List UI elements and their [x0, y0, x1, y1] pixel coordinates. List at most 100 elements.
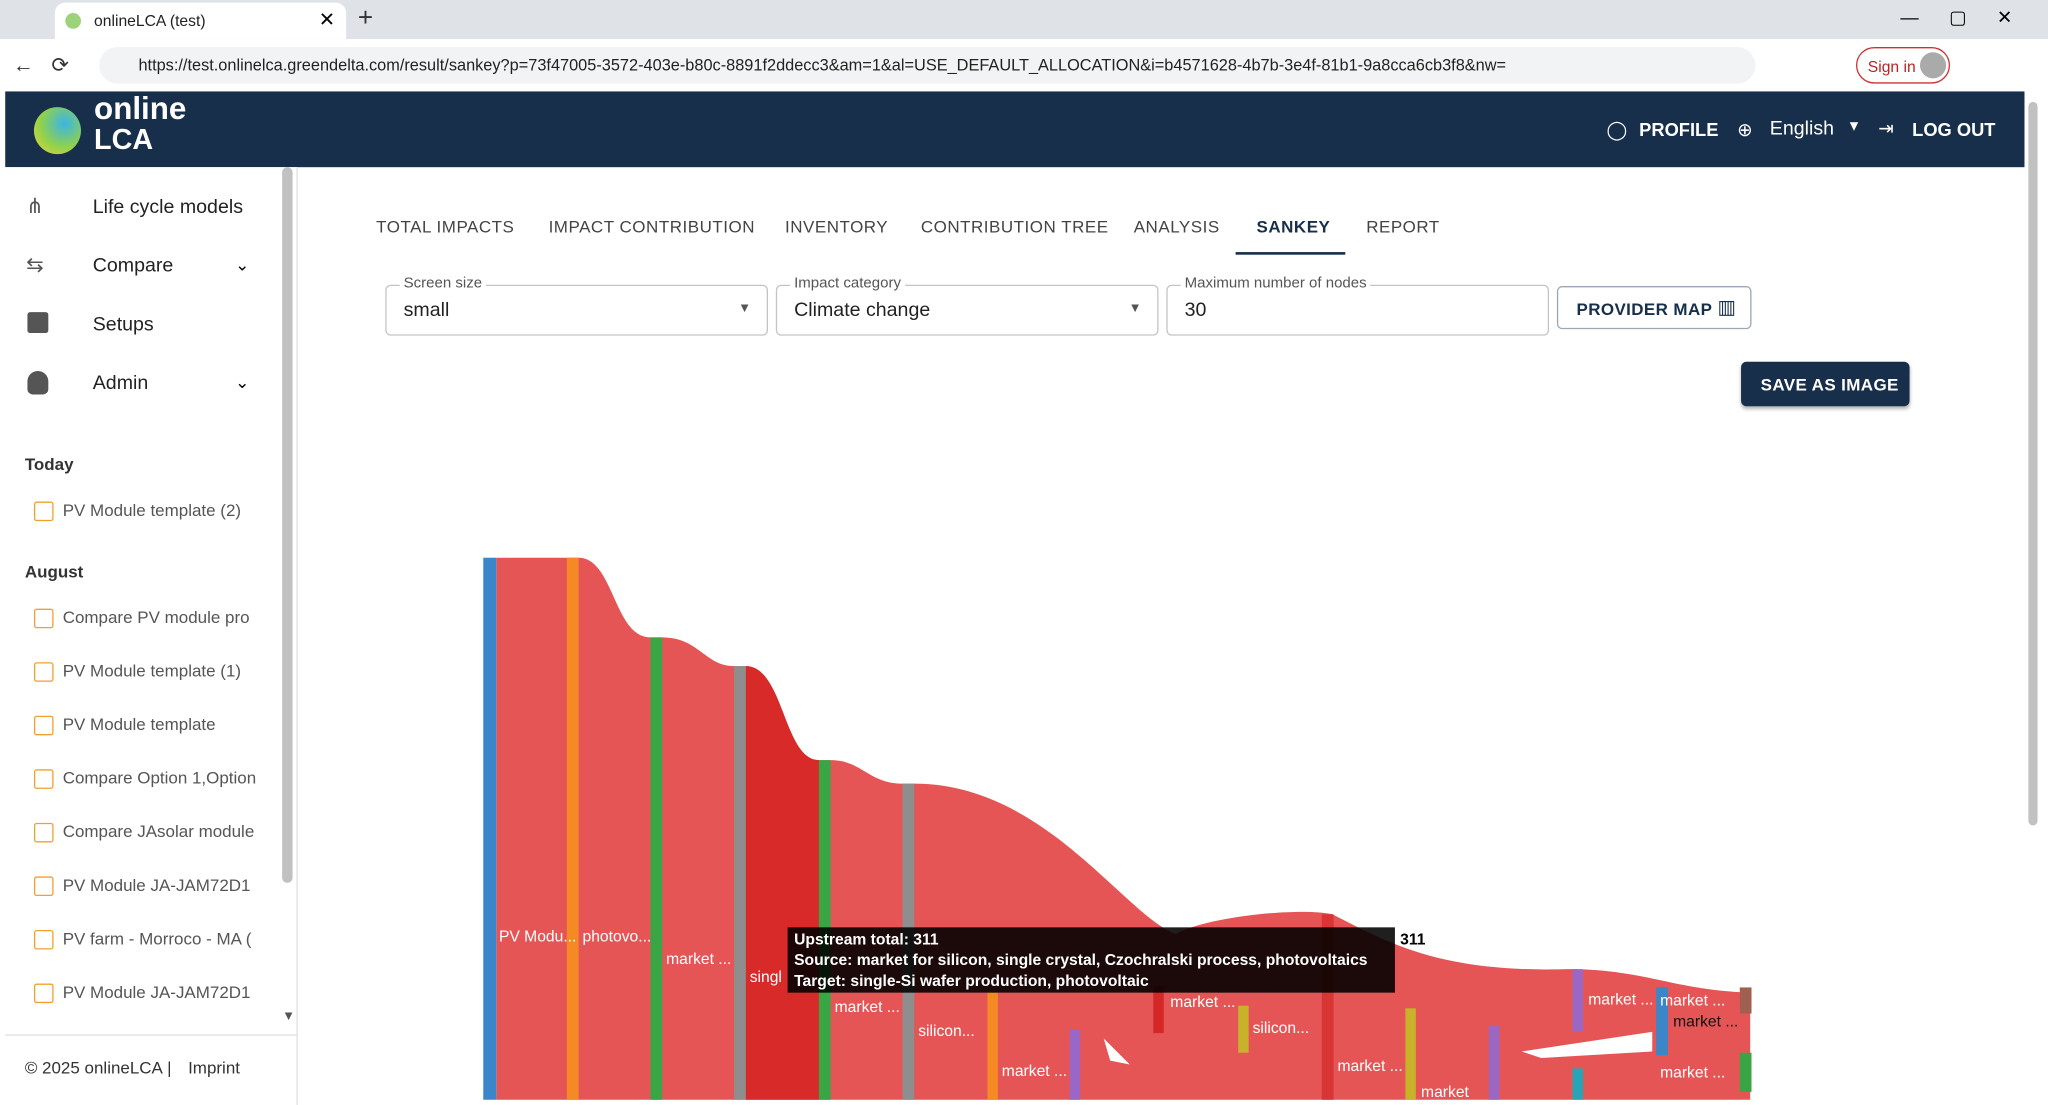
tooltip-line: Upstream total: 311 [794, 931, 939, 948]
node-label: market ... [1170, 994, 1235, 1011]
history-icon [33, 822, 54, 843]
nav-item[interactable]: Setups [92, 313, 154, 336]
nav-icon [27, 312, 49, 334]
sankey-node [1405, 1008, 1416, 1100]
node-label: PV Modu... [499, 929, 576, 946]
result-tab[interactable]: REPORT [1366, 216, 1440, 237]
max-nodes-input[interactable]: Maximum number of nodes 30 [1166, 275, 1550, 336]
history-icon [33, 983, 54, 1004]
history-item[interactable]: PV Module template [62, 714, 216, 735]
sankey-node [650, 637, 663, 1100]
nav-item[interactable]: Compare [92, 254, 174, 277]
history-icon [33, 769, 54, 789]
sankey-node [1069, 1029, 1081, 1100]
sankey-node [1739, 987, 1752, 1014]
result-tab[interactable]: TOTAL IMPACTS [376, 216, 515, 237]
button-label: PROVIDER MAP [1576, 299, 1713, 319]
page-scrollbar [2028, 101, 2038, 826]
history-item[interactable]: Compare PV module pro [62, 607, 250, 627]
node-label: market ... [1002, 1063, 1067, 1080]
sankey-node [1321, 914, 1334, 1100]
group-title: August [24, 561, 84, 582]
url: https://test.onlinelca.greendelta.com/re… [138, 56, 1507, 75]
nav-icon: ⇆ [26, 254, 44, 277]
node-label: singl [750, 969, 782, 986]
scrollbar [282, 167, 293, 883]
expand[interactable]: ⌄ [235, 372, 250, 392]
sankey-node [1153, 986, 1164, 1034]
scroll-down[interactable]: ▼ [282, 1009, 296, 1024]
node-label: market ... [666, 951, 731, 968]
sign-in-label: Sign in [1867, 57, 1916, 76]
imprint[interactable]: Imprint [188, 1057, 240, 1078]
sankey-flow [496, 557, 1751, 1100]
result-tab[interactable]: CONTRIBUTION TREE [920, 216, 1109, 237]
tab-title: onlineLCA (test) [94, 11, 206, 31]
expand[interactable]: ⌄ [235, 254, 250, 275]
app-header: online LCA ◯ PROFILE ⊕ English ▼ ⇥ LOG O… [5, 91, 2025, 168]
sankey-node [1238, 1005, 1249, 1053]
node-label: market ... [1660, 1065, 1725, 1082]
active-tab-indicator [1235, 252, 1346, 255]
nav-item[interactable]: Admin [92, 372, 149, 395]
address-bar[interactable]: https://test.onlinelca.greendelta.com/re… [99, 47, 1756, 84]
close-tab[interactable]: ✕ [318, 9, 336, 32]
nav-icon: ⋔ [26, 195, 44, 219]
language[interactable]: English [1769, 117, 1835, 140]
history-icon [33, 662, 54, 682]
result-tab[interactable]: SANKEY [1256, 216, 1331, 237]
screen-size-select[interactable]: Screen size small ▼ [385, 275, 768, 336]
group-title: Today [24, 454, 74, 475]
sankey-node [734, 666, 746, 1100]
node-label: market [1421, 1084, 1469, 1101]
node-label: market ... [1337, 1058, 1402, 1075]
logo-text: LCA [94, 122, 154, 156]
language-caret: ▼ [1846, 118, 1862, 135]
sankey-node [1488, 1025, 1500, 1100]
sankey-node [987, 992, 998, 1100]
result-tab[interactable]: INVENTORY [784, 216, 889, 237]
sign-in[interactable]: Sign in [1855, 47, 1951, 84]
tooltip-line: Source: market for silicon, single cryst… [794, 952, 1368, 969]
provider-map-button[interactable]: PROVIDER MAP ▥ [1556, 286, 1752, 330]
field-value: Climate change [794, 299, 931, 322]
result-tab[interactable]: IMPACT CONTRIBUTION [548, 216, 756, 237]
node-label: market ... [835, 999, 900, 1016]
tooltip [787, 927, 1395, 993]
history-icon [33, 608, 54, 629]
history-item[interactable]: PV farm - Morroco - MA ( [62, 928, 252, 949]
new-tab[interactable]: + [357, 3, 374, 33]
field-value: 30 [1184, 299, 1207, 322]
sankey-node [1656, 987, 1668, 1056]
nav-buttons[interactable]: ← ⟳ [13, 54, 69, 78]
browser-tab[interactable]: onlineLCA (test) ✕ [54, 2, 347, 40]
history-item[interactable]: PV Module JA-JAM72D1 [62, 982, 251, 1002]
node-label: silicon... [1253, 1020, 1310, 1037]
nav-item[interactable]: Life cycle models [92, 195, 244, 219]
profile[interactable]: PROFILE [1639, 118, 1719, 140]
impact-category-select[interactable]: Impact category Climate change ▼ [775, 275, 1159, 336]
node-label: market ... [1588, 991, 1653, 1008]
result-tab[interactable]: ANALYSIS [1133, 216, 1220, 237]
history-item[interactable]: PV Module template (1) [62, 660, 242, 681]
history-item[interactable]: Compare Option 1,Option [62, 767, 256, 788]
field-label: Screen size [399, 275, 486, 292]
separator: | [167, 1057, 172, 1078]
value-label: 311 [1400, 931, 1426, 948]
history-item[interactable]: Compare JAsolar module [62, 821, 255, 842]
save-image-button[interactable]: SAVE AS IMAGE [1741, 361, 1910, 407]
logout-icon: ⇥ [1878, 117, 1894, 139]
globe-icon: ⊕ [1737, 118, 1753, 140]
history-item[interactable]: PV Module JA-JAM72D1 [62, 875, 251, 895]
window-controls[interactable]: — ▢ ✕ [1900, 6, 2013, 28]
history-icon [33, 929, 54, 950]
field-value: small [403, 299, 450, 322]
profile-icon: ◯ [1606, 118, 1627, 140]
logout[interactable]: LOG OUT [1912, 118, 1996, 140]
button-label: SAVE AS IMAGE [1760, 374, 1899, 395]
history-item[interactable]: PV Module template (2) [62, 500, 242, 520]
sankey-node [566, 557, 579, 1100]
